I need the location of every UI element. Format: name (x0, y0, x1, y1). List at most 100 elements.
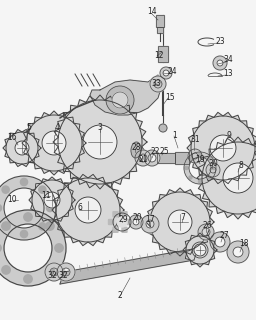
Circle shape (202, 142, 256, 214)
Circle shape (6, 132, 38, 164)
Circle shape (191, 116, 255, 180)
Circle shape (150, 192, 210, 252)
Circle shape (0, 204, 2, 212)
Circle shape (2, 223, 9, 230)
Text: 25: 25 (159, 147, 169, 156)
Circle shape (32, 180, 72, 220)
Circle shape (189, 176, 192, 179)
Circle shape (26, 115, 82, 171)
Circle shape (2, 186, 9, 193)
Polygon shape (187, 112, 256, 184)
Circle shape (0, 244, 1, 252)
Text: 1: 1 (173, 131, 177, 140)
Text: 31: 31 (190, 135, 200, 145)
Text: 15: 15 (165, 92, 175, 101)
Circle shape (24, 275, 32, 283)
Circle shape (186, 236, 214, 264)
Text: 18: 18 (239, 238, 249, 247)
Text: 2: 2 (118, 291, 122, 300)
Text: 32: 32 (47, 270, 57, 279)
Circle shape (15, 141, 29, 155)
Circle shape (168, 210, 192, 234)
Text: 11: 11 (41, 190, 51, 199)
Text: 3: 3 (98, 123, 102, 132)
Circle shape (24, 213, 32, 221)
Polygon shape (52, 174, 124, 246)
FancyBboxPatch shape (122, 212, 127, 217)
Bar (156, 15, 164, 27)
Text: 20: 20 (132, 213, 142, 222)
Circle shape (83, 125, 117, 159)
Circle shape (198, 180, 201, 183)
Text: 33: 33 (151, 78, 161, 87)
Bar (156, 15, 164, 27)
Text: 17: 17 (145, 215, 155, 225)
Text: 10: 10 (7, 196, 17, 204)
FancyBboxPatch shape (113, 227, 118, 232)
Bar (158, 46, 168, 62)
Circle shape (2, 266, 10, 274)
Circle shape (55, 244, 63, 252)
Text: 29: 29 (118, 215, 128, 225)
FancyBboxPatch shape (109, 220, 113, 225)
Circle shape (58, 100, 142, 184)
Text: 12: 12 (154, 51, 164, 60)
Polygon shape (90, 75, 162, 115)
Circle shape (2, 222, 10, 230)
Text: 5: 5 (27, 123, 31, 132)
Text: 21: 21 (138, 156, 148, 164)
Bar (157, 27, 163, 33)
Polygon shape (3, 130, 41, 166)
Bar (157, 27, 163, 33)
Text: 32: 32 (58, 270, 68, 279)
Text: 13: 13 (223, 69, 233, 78)
Polygon shape (29, 177, 75, 223)
Circle shape (185, 166, 188, 170)
Circle shape (208, 176, 211, 179)
Circle shape (208, 157, 211, 160)
Circle shape (20, 178, 28, 186)
Polygon shape (53, 95, 147, 189)
Circle shape (46, 266, 54, 274)
Polygon shape (183, 233, 217, 267)
Circle shape (56, 178, 120, 242)
Text: 14: 14 (147, 7, 157, 17)
Circle shape (46, 204, 54, 212)
Circle shape (106, 86, 134, 114)
Text: 7: 7 (180, 213, 185, 222)
Text: 8: 8 (239, 161, 243, 170)
Circle shape (39, 186, 46, 193)
Circle shape (75, 197, 101, 223)
Text: 9: 9 (227, 132, 231, 140)
Circle shape (112, 92, 128, 108)
Text: 28: 28 (131, 143, 141, 153)
Circle shape (212, 166, 215, 170)
Bar (175, 152, 189, 164)
FancyBboxPatch shape (126, 220, 132, 225)
Bar (157, 153, 175, 163)
Polygon shape (60, 248, 198, 284)
Polygon shape (22, 111, 86, 175)
Bar (158, 46, 168, 62)
Circle shape (192, 242, 208, 258)
Circle shape (39, 223, 46, 230)
Text: 19: 19 (195, 156, 205, 164)
Ellipse shape (131, 142, 141, 158)
Circle shape (189, 157, 192, 160)
Bar (175, 152, 189, 164)
Text: 30: 30 (208, 158, 218, 167)
Circle shape (159, 124, 167, 132)
Text: 22: 22 (150, 148, 160, 156)
Text: 6: 6 (78, 204, 82, 212)
Bar (157, 153, 175, 163)
Circle shape (44, 192, 60, 208)
Text: 23: 23 (215, 37, 225, 46)
Text: 34: 34 (223, 55, 233, 65)
Text: 16: 16 (7, 133, 17, 142)
Circle shape (20, 230, 28, 237)
Circle shape (223, 163, 253, 193)
FancyBboxPatch shape (122, 227, 127, 232)
Text: 26: 26 (202, 220, 212, 229)
Circle shape (42, 131, 66, 155)
Polygon shape (197, 137, 256, 219)
